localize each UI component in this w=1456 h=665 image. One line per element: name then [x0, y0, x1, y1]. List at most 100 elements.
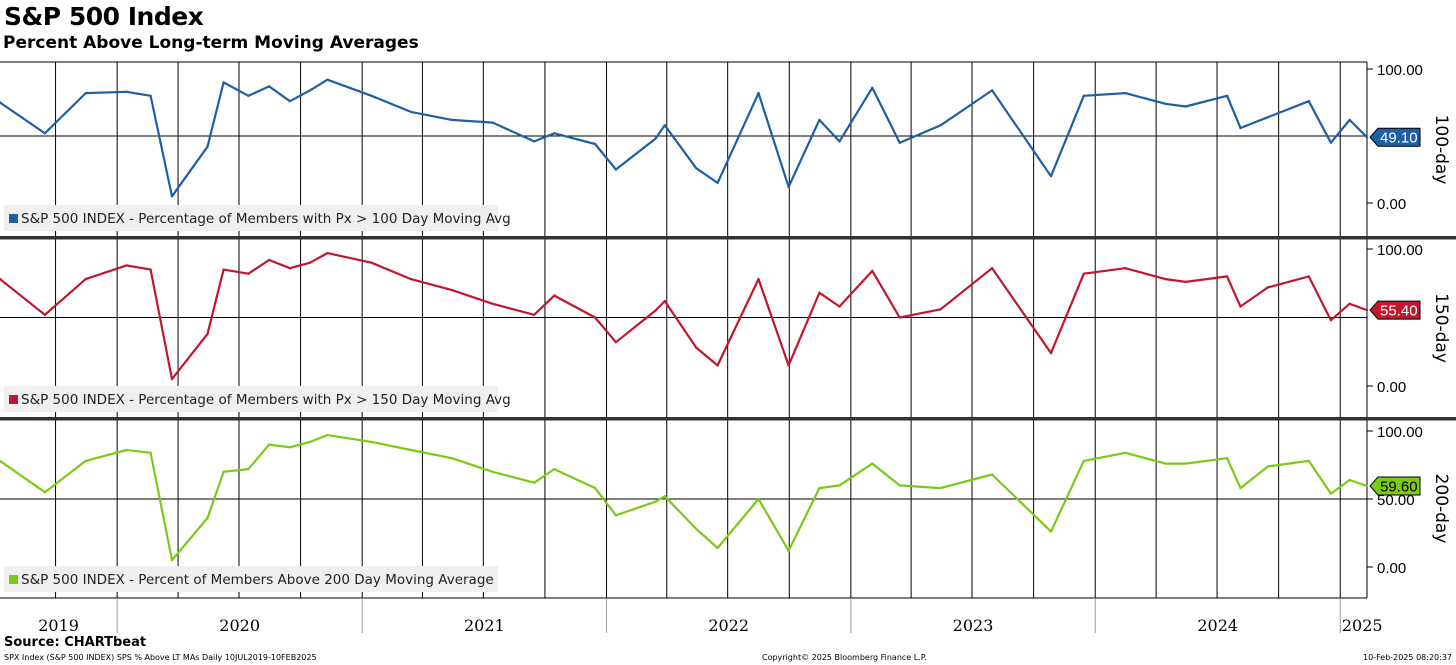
data-point — [1225, 275, 1229, 278]
data-point — [491, 302, 494, 305]
y-tick-label: 0.00 — [1377, 379, 1406, 396]
legend-text: S&P 500 INDEX - Percentage of Members wi… — [21, 211, 511, 227]
data-point — [757, 277, 760, 281]
data-point — [939, 308, 942, 311]
y-tick-label: 0.00 — [1377, 560, 1406, 577]
data-point — [206, 332, 209, 336]
panel-label-100-day: 100-day — [1431, 115, 1451, 185]
data-point — [663, 299, 666, 303]
data-point — [125, 90, 128, 94]
last-value-label: 55.40 — [1380, 303, 1418, 320]
data-point — [939, 486, 942, 490]
data-point — [716, 181, 719, 185]
data-point — [1266, 286, 1270, 289]
data-point — [326, 433, 329, 437]
data-point — [533, 481, 536, 484]
data-point — [326, 251, 329, 255]
data-point — [1082, 459, 1086, 463]
data-point — [170, 195, 174, 198]
data-point — [1365, 308, 1369, 312]
data-point — [654, 137, 657, 140]
data-point — [1184, 105, 1187, 108]
data-point — [593, 316, 597, 319]
data-point — [663, 124, 666, 127]
data-point — [654, 500, 657, 503]
data-point — [222, 268, 225, 271]
data-point — [170, 377, 174, 381]
data-point — [1049, 175, 1053, 178]
legend-box — [4, 566, 498, 592]
data-point — [450, 288, 454, 292]
chart-subtitle: Percent Above Long-term Moving Averages — [3, 33, 419, 53]
panel-divider — [0, 417, 1456, 421]
data-point — [43, 132, 47, 135]
data-point — [990, 267, 994, 270]
data-point — [0, 101, 2, 104]
data-point — [308, 440, 312, 444]
data-point — [695, 527, 698, 531]
data-point — [206, 516, 209, 520]
data-point — [1225, 94, 1229, 98]
x-year-label: 2024 — [1197, 616, 1238, 635]
data-point — [871, 462, 874, 465]
data-point — [125, 448, 128, 452]
legend-box — [4, 386, 498, 412]
data-point — [247, 272, 250, 275]
data-point — [1049, 351, 1053, 355]
data-point — [1225, 457, 1229, 460]
data-point — [818, 291, 821, 294]
series-line-100-day — [0, 78, 1368, 198]
data-point — [533, 313, 536, 316]
panel-divider — [0, 236, 1456, 240]
data-point — [898, 484, 901, 487]
data-point — [939, 124, 942, 127]
data-point — [1329, 141, 1333, 144]
x-year-label: 2019 — [38, 616, 79, 635]
data-point — [149, 451, 152, 454]
last-value-flag — [1369, 127, 1421, 147]
data-point — [1164, 462, 1167, 465]
data-point — [326, 78, 329, 81]
data-point — [1307, 275, 1311, 278]
data-point — [838, 484, 841, 487]
data-point — [898, 141, 901, 144]
legend-swatch — [9, 575, 18, 584]
data-point — [43, 491, 47, 494]
y-tick-label: 100.00 — [1377, 242, 1423, 259]
data-point — [838, 305, 841, 308]
last-value-flag — [1369, 476, 1421, 496]
data-point — [43, 313, 47, 316]
legend-swatch — [9, 395, 18, 404]
data-point — [1184, 280, 1187, 284]
data-point — [370, 94, 373, 98]
data-point — [149, 94, 152, 98]
data-point — [1082, 272, 1086, 275]
data-point — [818, 118, 821, 122]
data-point — [1124, 267, 1127, 270]
data-point — [1365, 136, 1369, 139]
data-point — [757, 497, 760, 501]
data-point — [990, 473, 994, 476]
data-point — [247, 467, 250, 471]
footer-timestamp: 10-Feb-2025 08:20:37 — [1363, 653, 1452, 662]
data-point — [1365, 484, 1369, 488]
data-point — [1184, 462, 1187, 465]
data-point — [533, 140, 536, 143]
data-point — [222, 81, 225, 84]
y-tick-label: 50.00 — [1377, 492, 1415, 509]
data-point — [267, 443, 271, 446]
data-point — [818, 486, 821, 490]
data-point — [1239, 486, 1242, 490]
x-year-label: 2020 — [219, 616, 260, 635]
data-point — [0, 459, 2, 463]
data-point — [593, 486, 597, 490]
data-point — [84, 277, 87, 281]
data-point — [409, 448, 413, 452]
data-point — [222, 470, 225, 473]
data-point — [614, 168, 618, 171]
last-value-label: 49.10 — [1380, 130, 1418, 147]
data-point — [654, 309, 657, 312]
data-point — [757, 91, 760, 95]
data-point — [553, 467, 556, 471]
